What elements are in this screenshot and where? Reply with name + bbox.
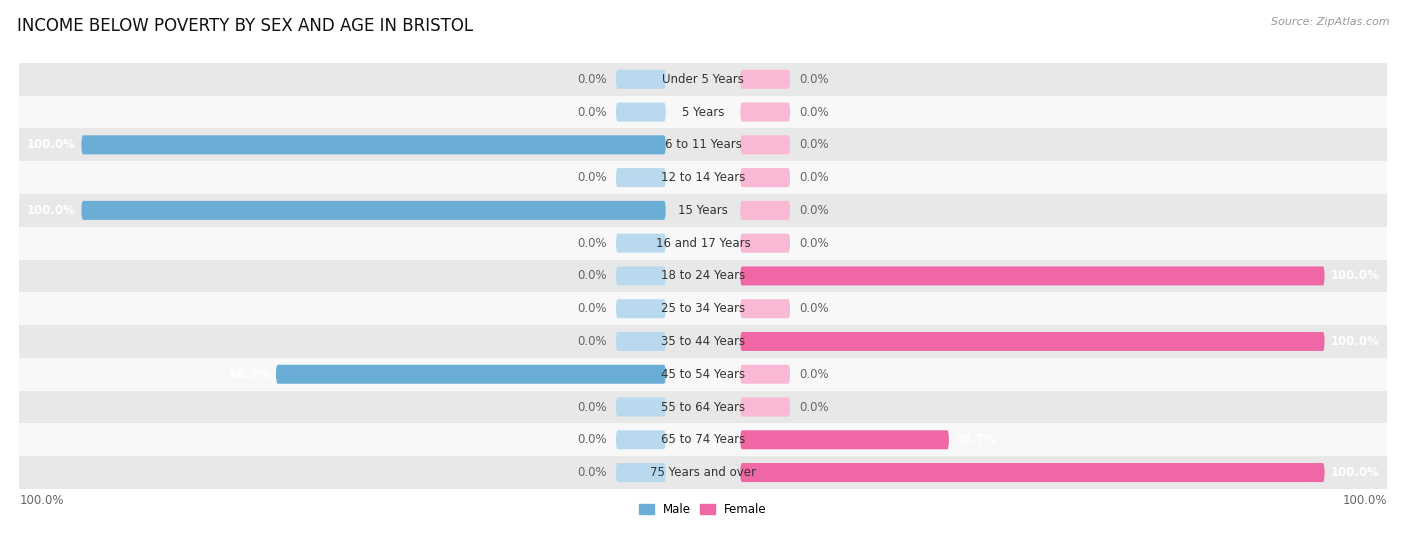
Text: 100.0%: 100.0% — [1330, 335, 1379, 348]
Bar — [20, 128, 1386, 161]
Legend: Male, Female: Male, Female — [634, 498, 772, 521]
Text: 0.0%: 0.0% — [576, 433, 606, 446]
FancyBboxPatch shape — [741, 299, 790, 318]
Text: 35 to 44 Years: 35 to 44 Years — [661, 335, 745, 348]
Text: 75 Years and over: 75 Years and over — [650, 466, 756, 479]
Text: Under 5 Years: Under 5 Years — [662, 73, 744, 86]
FancyBboxPatch shape — [616, 332, 665, 351]
Text: 0.0%: 0.0% — [576, 171, 606, 184]
Text: 0.0%: 0.0% — [576, 270, 606, 282]
FancyBboxPatch shape — [741, 136, 790, 155]
Text: 55 to 64 Years: 55 to 64 Years — [661, 401, 745, 413]
Text: 0.0%: 0.0% — [576, 401, 606, 413]
FancyBboxPatch shape — [741, 103, 790, 122]
FancyBboxPatch shape — [741, 70, 790, 89]
Bar — [20, 292, 1386, 325]
FancyBboxPatch shape — [741, 168, 790, 187]
Text: 45 to 54 Years: 45 to 54 Years — [661, 368, 745, 381]
Text: 0.0%: 0.0% — [800, 204, 830, 217]
Text: 100.0%: 100.0% — [27, 204, 76, 217]
FancyBboxPatch shape — [616, 168, 665, 187]
Bar — [20, 358, 1386, 391]
FancyBboxPatch shape — [616, 299, 665, 318]
Text: 66.7%: 66.7% — [229, 368, 270, 381]
Bar — [20, 391, 1386, 424]
Text: 18 to 24 Years: 18 to 24 Years — [661, 270, 745, 282]
FancyBboxPatch shape — [616, 266, 665, 286]
FancyBboxPatch shape — [276, 365, 665, 384]
FancyBboxPatch shape — [741, 266, 1324, 286]
Bar — [20, 259, 1386, 292]
Text: 16 and 17 Years: 16 and 17 Years — [655, 237, 751, 249]
FancyBboxPatch shape — [741, 234, 790, 253]
Bar — [20, 424, 1386, 456]
FancyBboxPatch shape — [741, 430, 949, 449]
FancyBboxPatch shape — [82, 201, 665, 220]
FancyBboxPatch shape — [616, 463, 665, 482]
Text: INCOME BELOW POVERTY BY SEX AND AGE IN BRISTOL: INCOME BELOW POVERTY BY SEX AND AGE IN B… — [17, 17, 472, 35]
Text: 5 Years: 5 Years — [682, 105, 724, 118]
Text: 0.0%: 0.0% — [576, 466, 606, 479]
Bar — [20, 325, 1386, 358]
Bar — [20, 161, 1386, 194]
Text: 0.0%: 0.0% — [800, 73, 830, 86]
Bar — [20, 63, 1386, 95]
Text: 0.0%: 0.0% — [576, 237, 606, 249]
FancyBboxPatch shape — [616, 397, 665, 416]
Bar — [20, 194, 1386, 227]
Text: 0.0%: 0.0% — [800, 105, 830, 118]
Bar — [20, 456, 1386, 489]
Bar — [20, 95, 1386, 128]
Text: 0.0%: 0.0% — [800, 171, 830, 184]
FancyBboxPatch shape — [741, 365, 790, 384]
Text: 0.0%: 0.0% — [800, 368, 830, 381]
Text: 100.0%: 100.0% — [1330, 270, 1379, 282]
FancyBboxPatch shape — [616, 234, 665, 253]
FancyBboxPatch shape — [82, 136, 665, 155]
Text: 0.0%: 0.0% — [800, 401, 830, 413]
Text: Source: ZipAtlas.com: Source: ZipAtlas.com — [1271, 17, 1389, 27]
Text: 100.0%: 100.0% — [1330, 466, 1379, 479]
Text: 0.0%: 0.0% — [800, 302, 830, 315]
Text: 6 to 11 Years: 6 to 11 Years — [665, 138, 741, 151]
Text: 100.0%: 100.0% — [1343, 494, 1386, 507]
FancyBboxPatch shape — [616, 70, 665, 89]
Text: 0.0%: 0.0% — [800, 138, 830, 151]
FancyBboxPatch shape — [741, 201, 790, 220]
FancyBboxPatch shape — [741, 463, 1324, 482]
Text: 12 to 14 Years: 12 to 14 Years — [661, 171, 745, 184]
Text: 0.0%: 0.0% — [576, 335, 606, 348]
Text: 25 to 34 Years: 25 to 34 Years — [661, 302, 745, 315]
Text: 15 Years: 15 Years — [678, 204, 728, 217]
Text: 0.0%: 0.0% — [576, 105, 606, 118]
Text: 0.0%: 0.0% — [576, 302, 606, 315]
Text: 65 to 74 Years: 65 to 74 Years — [661, 433, 745, 446]
Bar — [20, 227, 1386, 259]
FancyBboxPatch shape — [741, 397, 790, 416]
Text: 35.7%: 35.7% — [955, 433, 995, 446]
Text: 0.0%: 0.0% — [576, 73, 606, 86]
FancyBboxPatch shape — [741, 332, 1324, 351]
Text: 0.0%: 0.0% — [800, 237, 830, 249]
FancyBboxPatch shape — [616, 103, 665, 122]
Text: 100.0%: 100.0% — [20, 494, 63, 507]
Text: 100.0%: 100.0% — [27, 138, 76, 151]
FancyBboxPatch shape — [616, 430, 665, 449]
